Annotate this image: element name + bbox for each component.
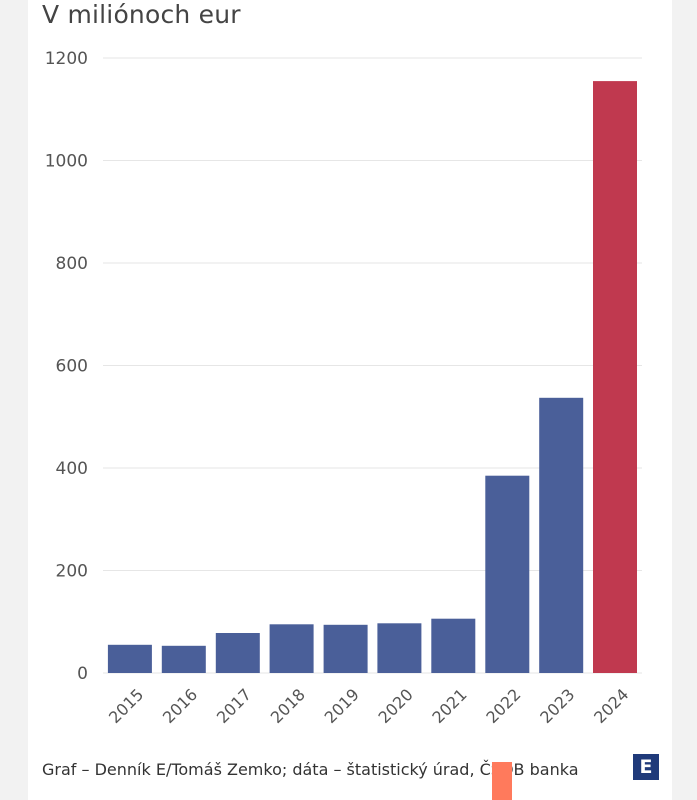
y-tick-label: 600 [56, 357, 88, 377]
x-tick-label: 2015 [105, 685, 147, 727]
x-tick-label: 2023 [536, 685, 578, 727]
x-tick-label: 2017 [213, 685, 255, 727]
bars [107, 81, 637, 674]
scroll-indicator [492, 762, 512, 800]
bar-2024[interactable] [593, 81, 637, 674]
unit-title: V miliónoch eur [42, 0, 241, 29]
y-tick-label: 200 [56, 562, 88, 582]
bar-2018[interactable] [269, 624, 314, 673]
y-tick-label: 0 [77, 664, 88, 684]
bar-2023[interactable] [539, 397, 584, 673]
bar-2021[interactable] [431, 618, 476, 673]
x-tick-label: 2018 [267, 685, 309, 727]
bar-2017[interactable] [215, 633, 260, 673]
bar-2022[interactable] [485, 475, 530, 673]
y-tick-label: 800 [56, 254, 88, 274]
bar-2019[interactable] [323, 624, 368, 673]
x-tick-label: 2020 [375, 685, 417, 727]
x-tick-label: 2022 [482, 685, 524, 727]
y-tick-label: 1200 [45, 49, 88, 69]
x-tick-label: 2019 [321, 685, 363, 727]
bar-2020[interactable] [377, 623, 422, 673]
bar-2015[interactable] [107, 644, 152, 673]
bar-2016[interactable] [161, 645, 206, 673]
y-axis-ticks: 0 200 400 600 800 1000 1200 [45, 49, 88, 684]
denník-e-logo-icon[interactable]: E [633, 754, 659, 780]
y-tick-label: 1000 [45, 152, 88, 172]
source-note: Graf – Denník E/Tomáš Zemko; dáta – štat… [42, 760, 579, 779]
x-tick-label: 2021 [428, 685, 470, 727]
x-tick-label: 2016 [159, 685, 201, 727]
x-tick-label: 2024 [590, 685, 632, 727]
x-axis-ticks: 2015 2016 2017 2018 2019 2020 2021 2022 2023 2024 [105, 685, 632, 727]
y-tick-label: 400 [56, 459, 88, 479]
